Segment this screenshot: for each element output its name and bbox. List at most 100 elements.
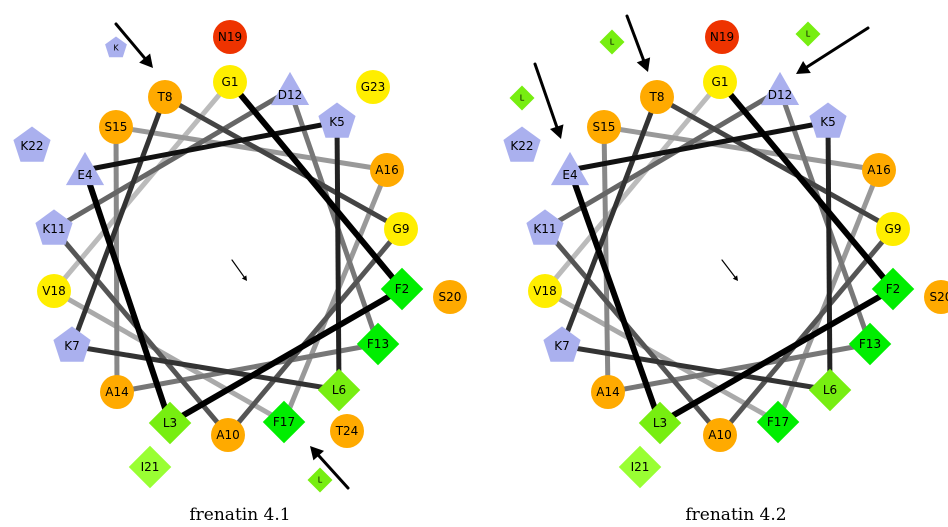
residue-s15: S15 (99, 110, 133, 144)
marker-label: L (520, 94, 525, 103)
residue-label: G1 (712, 75, 729, 89)
helical-wheel-frenatin-4-1: N19 G1 T8 D12 G23 S15 K5 K22 E4 A16 K11 G9 V18 F2 S20 K… (13, 20, 467, 493)
substitution-markers: L L L (509, 21, 821, 111)
bond-k11-d12 (52, 87, 292, 232)
residue-label: K7 (554, 339, 570, 353)
residue-k7: K7 (543, 326, 581, 362)
residue-circle-shape (213, 20, 247, 54)
residue-f2: F2 (871, 267, 915, 311)
residue-a16: A16 (370, 153, 404, 187)
residue-k7: K7 (53, 326, 91, 362)
residue-label: F2 (395, 282, 410, 296)
residue-circle-shape (330, 414, 364, 448)
residue-diamond-shape (848, 322, 892, 366)
marker-label: L (318, 476, 323, 485)
bond-l3-e4 (567, 168, 663, 425)
residue-n19: N19 (705, 20, 739, 54)
bond-e4-k5 (84, 119, 338, 173)
bond-f13-a14 (116, 341, 379, 395)
residue-label: D12 (278, 88, 303, 102)
bond-g9-a10 (226, 227, 403, 437)
residue-circle-shape (924, 280, 948, 314)
bond-e4-k5 (569, 119, 829, 173)
pointer-arrow-1 (114, 22, 153, 68)
residue-circle-shape (528, 274, 562, 308)
residue-s20: S20 (433, 280, 467, 314)
residue-label: D12 (768, 88, 793, 102)
residue-label: K11 (533, 222, 556, 236)
residue-a10: A10 (211, 418, 245, 452)
residue-label: A14 (105, 385, 128, 399)
residue-label: K7 (64, 339, 80, 353)
substitution-markers: KL (105, 36, 333, 493)
residue-l3: L3 (638, 401, 682, 445)
marker-label: L (610, 38, 615, 47)
residue-label: F13 (859, 337, 881, 351)
bond-l6-k7 (71, 343, 340, 393)
residue-pentagon-shape (318, 102, 356, 138)
marker-label: L (806, 30, 811, 39)
residue-label: V18 (533, 284, 556, 298)
residue-circle-shape (587, 110, 621, 144)
residue-nodes: N19 G1 T8 D12 S15 K5 K22 E4 A16 K11 G9 V18 F2 S20 K7 F1… (503, 20, 948, 489)
residue-label: S20 (439, 290, 462, 304)
residue-triangle-shape (550, 151, 590, 186)
bond-d12-f13 (777, 89, 873, 345)
residue-label: K22 (510, 139, 533, 153)
residue-label: S20 (930, 290, 948, 304)
residue-k11: K11 (526, 209, 564, 245)
residue-diamond-shape (148, 401, 192, 445)
residue-circle-shape (384, 212, 418, 246)
substitution-marker: K (105, 36, 127, 58)
bond-g1-f2 (717, 80, 896, 291)
residue-label: G9 (393, 222, 410, 236)
residue-n19: N19 (213, 20, 247, 54)
residue-label: L6 (823, 383, 837, 397)
residue-triangle-shape (270, 71, 310, 106)
bond-d12-f13 (287, 89, 381, 345)
residue-label: S15 (593, 120, 616, 134)
bond-k7-t8 (69, 96, 168, 347)
moment-arrow (721, 259, 738, 281)
residue-g1: G1 (213, 65, 247, 99)
bond-l3-e4 (82, 169, 173, 424)
residue-label: T24 (335, 424, 359, 438)
substitution-marker: L (509, 85, 535, 111)
pointer-arrow-2 (796, 26, 870, 74)
residue-label: N19 (218, 30, 242, 44)
hydrophobic-moment-arrow (721, 259, 738, 281)
residue-label: F2 (886, 282, 901, 296)
residue-t24: T24 (330, 414, 364, 448)
residue-l6: L6 (317, 368, 361, 412)
helix-connections (52, 80, 405, 437)
residue-diamond-shape (871, 267, 915, 311)
pointer-arrow-1 (625, 14, 651, 72)
residue-label: F17 (273, 415, 295, 429)
bond-k5-l6 (334, 121, 342, 391)
residue-circle-shape (591, 375, 625, 409)
bond-k7-t8 (559, 96, 660, 347)
residue-circle-shape (703, 65, 737, 99)
residue-label: A10 (708, 428, 731, 442)
caption-frenatin-4-2: frenatin 4.2 (685, 505, 787, 525)
residue-circle-shape (100, 375, 134, 409)
marker-pentagon-shape (105, 36, 127, 58)
residue-label: K5 (820, 115, 836, 129)
residue-g9: G9 (876, 212, 910, 246)
marker-diamond-shape (599, 29, 625, 55)
residue-f2: F2 (380, 267, 424, 311)
residue-a14: A14 (100, 375, 134, 409)
bond-g9-a10 (718, 227, 895, 437)
residue-label: N19 (710, 30, 734, 44)
residue-label: S15 (105, 120, 128, 134)
residue-label: E4 (562, 168, 577, 182)
residue-g1: G1 (703, 65, 737, 99)
residue-i21: I21 (618, 445, 662, 489)
bond-f17-v18 (52, 288, 286, 425)
residue-diamond-shape (317, 368, 361, 412)
residue-f13: F13 (848, 322, 892, 366)
residue-label: F13 (367, 337, 389, 351)
residue-k11: K11 (35, 209, 73, 245)
residue-circle-shape (876, 212, 910, 246)
